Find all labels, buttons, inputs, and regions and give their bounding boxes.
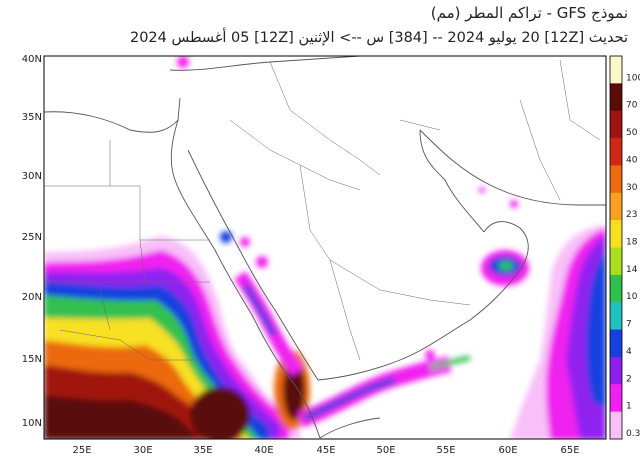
map-frame xyxy=(43,55,607,440)
longitude-label: 40E xyxy=(254,445,273,456)
latitude-label: 40N xyxy=(22,54,42,65)
colorbar-swatch xyxy=(610,329,622,358)
latitude-labels: 40N 35N 30N 25N 20N 15N 10N xyxy=(22,54,42,429)
longitude-labels: 25E 30E 35E 40E 45E 50E 55E 60E 65E xyxy=(72,445,579,456)
colorbar-swatch xyxy=(610,356,622,385)
latitude-label: 15N xyxy=(22,354,42,365)
colorbar-swatch xyxy=(610,247,622,276)
colorbar-label: 0.3 xyxy=(626,429,640,439)
colorbar-swatch xyxy=(610,220,622,248)
longitude-label: 65E xyxy=(560,445,579,456)
longitude-label: 60E xyxy=(498,445,517,456)
colorbar-swatch xyxy=(610,138,622,166)
longitude-label: 55E xyxy=(436,445,455,456)
colorbar-swatch xyxy=(610,192,622,221)
colorbar-swatch xyxy=(610,110,622,139)
colorbar-label: 18 xyxy=(626,238,638,248)
precipitation-field xyxy=(44,56,606,439)
latitude-label: 10N xyxy=(22,418,42,429)
colorbar-swatch xyxy=(610,165,622,194)
colorbar-frame xyxy=(609,55,623,440)
longitude-label: 50E xyxy=(376,445,395,456)
colorbar-swatch xyxy=(610,411,622,440)
latitude-label: 25N xyxy=(22,232,42,243)
longitude-label: 35E xyxy=(193,445,212,456)
colorbar-swatch xyxy=(610,384,622,413)
longitude-label: 45E xyxy=(316,445,335,456)
colorbar-label: 23 xyxy=(626,210,637,220)
colorbar-swatch xyxy=(610,83,622,112)
colorbar-label: 100 xyxy=(626,73,640,83)
colorbar-swatch xyxy=(610,56,622,84)
colorbar: 100 70 50 40 30 23 18 14 10 7 4 2 1 0.3 xyxy=(609,55,640,440)
colorbar-label: 30 xyxy=(626,183,638,193)
longitude-label: 30E xyxy=(133,445,152,456)
colorbar-label: 50 xyxy=(626,128,638,138)
colorbar-label: 70 xyxy=(626,101,638,111)
latitude-label: 20N xyxy=(22,292,42,303)
colorbar-label: 7 xyxy=(626,320,632,330)
colorbar-label: 14 xyxy=(626,265,638,275)
country-borders xyxy=(44,59,601,361)
colorbar-label: 40 xyxy=(626,155,638,165)
coastlines xyxy=(44,56,606,439)
map-title: نموذج GFS - تراكم المطر (مم) xyxy=(430,4,628,22)
colorbar-label: 10 xyxy=(626,292,638,302)
longitude-label: 25E xyxy=(72,445,91,456)
colorbar-label: 1 xyxy=(626,402,632,412)
map-subtitle: تحديث [12Z] 20 يوليو 2024 -- [384] س -->… xyxy=(129,30,628,46)
latitude-label: 30N xyxy=(22,171,42,182)
colorbar-label: 2 xyxy=(626,374,632,384)
latitude-label: 35N xyxy=(22,112,42,123)
colorbar-label: 4 xyxy=(626,347,632,357)
colorbar-swatch xyxy=(610,274,622,303)
colorbar-swatch xyxy=(610,302,622,331)
